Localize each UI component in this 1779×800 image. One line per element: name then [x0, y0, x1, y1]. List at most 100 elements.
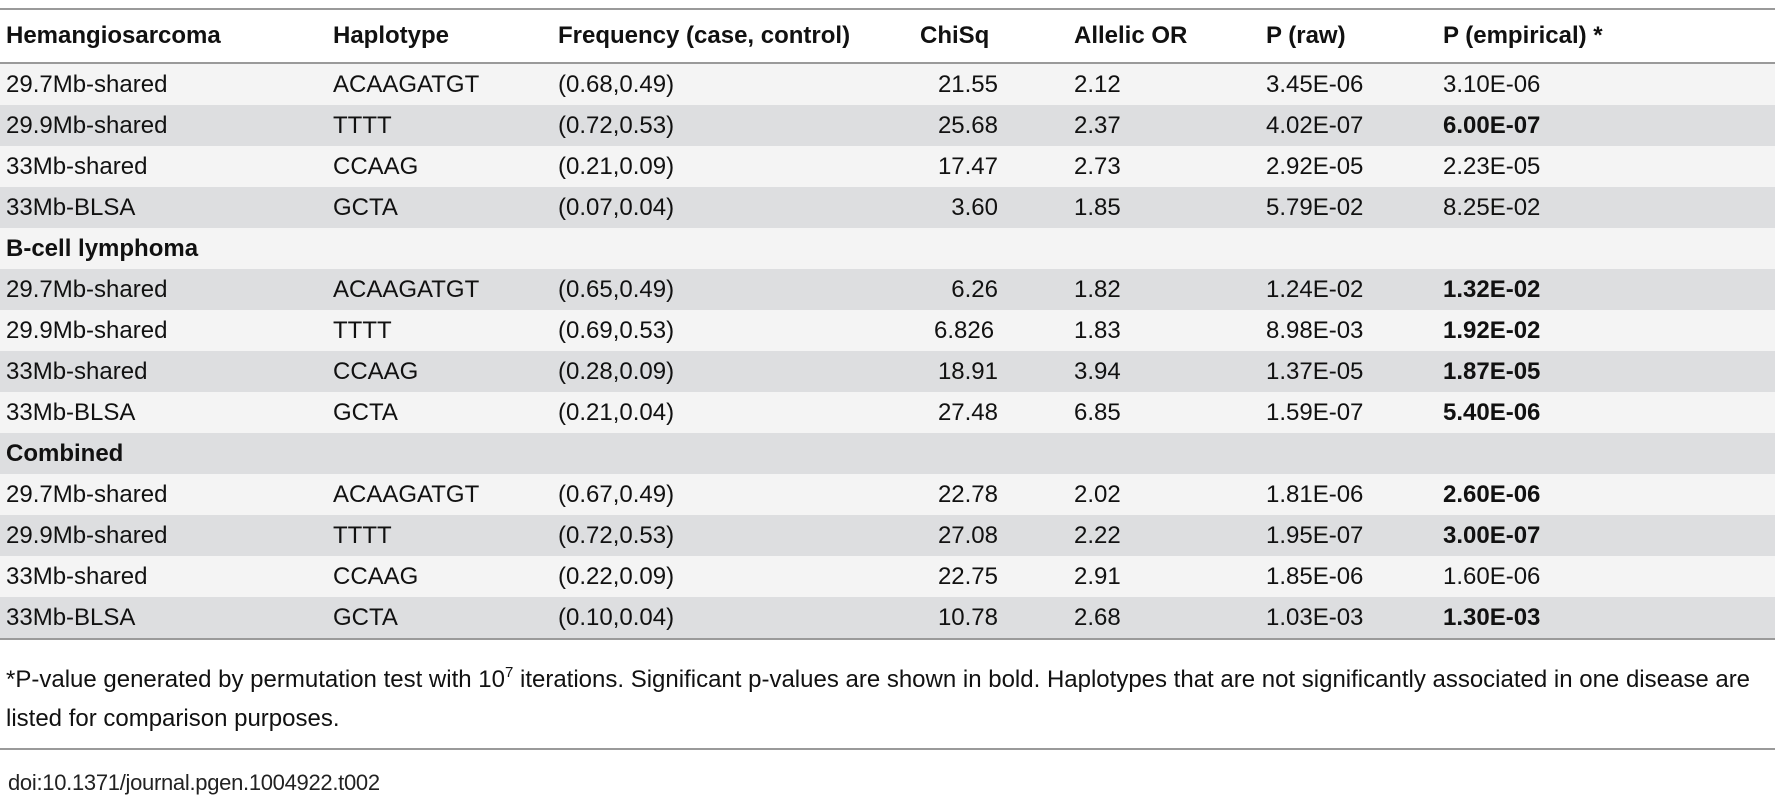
- footnote-text-start: *P-value generated by permutation test w…: [6, 666, 505, 693]
- region-cell: 33Mb-BLSA: [6, 603, 136, 631]
- haplotype-cell: ACAAGATGT: [333, 70, 480, 98]
- chisq-value: 22.78: [937, 480, 998, 508]
- table-footnote: *P-value generated by permutation test w…: [6, 660, 1766, 738]
- chisq-cell: 25.68: [914, 105, 1068, 146]
- p-empirical-cell: 3.10E-06: [1443, 70, 1541, 98]
- table-row: 33Mb-BLSA GCTA (0.07,0.04) 3.60 1.85 5.79E-02…: [0, 187, 1775, 228]
- p-empirical-cell: 6.00E-07: [1443, 111, 1541, 139]
- section-label: Combined: [6, 439, 124, 467]
- header-cell: Hemangiosarcoma: [6, 22, 221, 49]
- region-cell: 33Mb-shared: [6, 152, 148, 180]
- chisq-cell: 6.26: [914, 269, 1068, 310]
- table-row: 29.9Mb-shared TTTT (0.72,0.53) 27.08 2.22 1.9…: [0, 515, 1775, 556]
- region-cell: 33Mb-BLSA: [6, 398, 136, 426]
- chisq-value: 17.47: [937, 152, 998, 180]
- chisq-cell: 22.78: [914, 474, 1068, 515]
- table-row: 33Mb-BLSA GCTA (0.21,0.04) 27.48 6.85 1.59E-0…: [0, 392, 1775, 433]
- p-empirical-cell: 1.87E-05: [1443, 357, 1541, 385]
- footnote-superscript: 7: [504, 664, 514, 681]
- allelic-or-cell: 2.02: [1074, 480, 1121, 508]
- allelic-or-cell: 2.91: [1074, 562, 1121, 590]
- header-cell: Haplotype: [333, 22, 450, 49]
- table-body: 29.7Mb-shared ACAAGATGT (0.68,0.49) 21.55 2.…: [0, 63, 1775, 639]
- chisq-cell: 6.826: [914, 310, 1068, 351]
- header-cell: P (raw): [1266, 22, 1346, 49]
- bottom-divider: [0, 748, 1775, 750]
- p-raw-cell: 8.98E-03: [1266, 316, 1364, 344]
- table-row: 29.9Mb-shared TTTT (0.69,0.53) 6.826 1.83 8.9…: [0, 310, 1775, 351]
- region-cell: 29.9Mb-shared: [6, 316, 168, 344]
- frequency-cell: (0.69,0.53): [558, 316, 675, 344]
- table-row: 33Mb-shared CCAAG (0.21,0.09) 17.47 2.73 2.92…: [0, 146, 1775, 187]
- chisq-value: 25.68: [937, 111, 998, 139]
- frequency-cell: (0.28,0.09): [558, 357, 675, 385]
- chisq-value: 6.826: [934, 316, 995, 344]
- chisq-cell: 10.78: [914, 597, 1068, 639]
- haplotype-cell: GCTA: [333, 603, 398, 631]
- allelic-or-cell: 2.37: [1074, 111, 1121, 139]
- p-raw-cell: 1.59E-07: [1266, 398, 1364, 426]
- frequency-cell: (0.72,0.53): [558, 111, 675, 139]
- table-row: 29.9Mb-shared TTTT (0.72,0.53) 25.68 2.37 4.0…: [0, 105, 1775, 146]
- p-raw-cell: 1.81E-06: [1266, 480, 1364, 508]
- header-row: Hemangiosarcoma Haplotype Frequency (cas…: [0, 9, 1775, 63]
- p-raw-cell: 5.79E-02: [1266, 193, 1364, 221]
- p-empirical-cell: 1.92E-02: [1443, 316, 1541, 344]
- frequency-cell: (0.65,0.49): [558, 275, 675, 303]
- region-cell: 33Mb-BLSA: [6, 193, 136, 221]
- haplotype-cell: TTTT: [333, 111, 392, 139]
- allelic-or-cell: 1.85: [1074, 193, 1121, 221]
- chisq-cell: 21.55: [914, 63, 1068, 105]
- footnote-text-end: iterations. Significant p-values are sho…: [6, 666, 1751, 732]
- frequency-cell: (0.10,0.04): [558, 603, 675, 631]
- p-raw-cell: 1.95E-07: [1266, 521, 1364, 549]
- header-cell: Frequency (case, control): [558, 22, 851, 49]
- table-row: 29.7Mb-shared ACAAGATGT (0.65,0.49) 6.26 1.8…: [0, 269, 1775, 310]
- p-empirical-cell: 1.32E-02: [1443, 275, 1541, 303]
- doi-label: doi:10.1371/journal.pgen.1004922.t002: [8, 770, 380, 795]
- haplotype-cell: GCTA: [333, 193, 398, 221]
- haplotype-cell: ACAAGATGT: [333, 275, 480, 303]
- chisq-cell: 27.08: [914, 515, 1068, 556]
- haplotype-cell: CCAAG: [333, 152, 419, 180]
- frequency-cell: (0.68,0.49): [558, 70, 675, 98]
- p-raw-cell: 4.02E-07: [1266, 111, 1364, 139]
- haplotype-cell: GCTA: [333, 398, 398, 426]
- p-empirical-cell: 1.60E-06: [1443, 562, 1541, 590]
- frequency-cell: (0.67,0.49): [558, 480, 675, 508]
- chisq-cell: 17.47: [914, 146, 1068, 187]
- region-cell: 33Mb-shared: [6, 562, 148, 590]
- haplotype-cell: CCAAG: [333, 357, 419, 385]
- haplotype-cell: CCAAG: [333, 562, 419, 590]
- p-empirical-cell: 1.30E-03: [1443, 603, 1541, 631]
- allelic-or-cell: 1.82: [1074, 275, 1121, 303]
- chisq-value: 6.26: [951, 275, 998, 303]
- allelic-or-cell: 2.12: [1074, 70, 1121, 98]
- p-empirical-cell: 3.00E-07: [1443, 521, 1541, 549]
- frequency-cell: (0.22,0.09): [558, 562, 675, 590]
- allelic-or-cell: 3.94: [1074, 357, 1121, 385]
- p-raw-cell: 1.03E-03: [1266, 603, 1364, 631]
- p-empirical-cell: 8.25E-02: [1443, 193, 1541, 221]
- allelic-or-cell: 2.73: [1074, 152, 1121, 180]
- haplotype-cell: ACAAGATGT: [333, 480, 480, 508]
- p-raw-cell: 1.85E-06: [1266, 562, 1364, 590]
- region-cell: 29.7Mb-shared: [6, 480, 168, 508]
- allelic-or-cell: 2.22: [1074, 521, 1121, 549]
- table-row: 33Mb-shared CCAAG (0.28,0.09) 18.91 3.94 1.37…: [0, 351, 1775, 392]
- chisq-cell: 18.91: [914, 351, 1068, 392]
- section-header-row: B-cell lymphoma: [0, 228, 1775, 269]
- chisq-value: 3.60: [951, 193, 998, 221]
- p-empirical-cell: 5.40E-06: [1443, 398, 1541, 426]
- section-label: B-cell lymphoma: [6, 234, 199, 262]
- p-raw-cell: 1.37E-05: [1266, 357, 1364, 385]
- table-row: 33Mb-BLSA GCTA (0.10,0.04) 10.78 2.68 1.03E-0…: [0, 597, 1775, 639]
- chisq-cell: 22.75: [914, 556, 1068, 597]
- allelic-or-cell: 6.85: [1074, 398, 1121, 426]
- header-cell: P (empirical) *: [1443, 22, 1603, 49]
- p-raw-cell: 3.45E-06: [1266, 70, 1364, 98]
- region-cell: 29.7Mb-shared: [6, 275, 168, 303]
- p-empirical-cell: 2.60E-06: [1443, 480, 1541, 508]
- region-cell: 29.9Mb-shared: [6, 111, 168, 139]
